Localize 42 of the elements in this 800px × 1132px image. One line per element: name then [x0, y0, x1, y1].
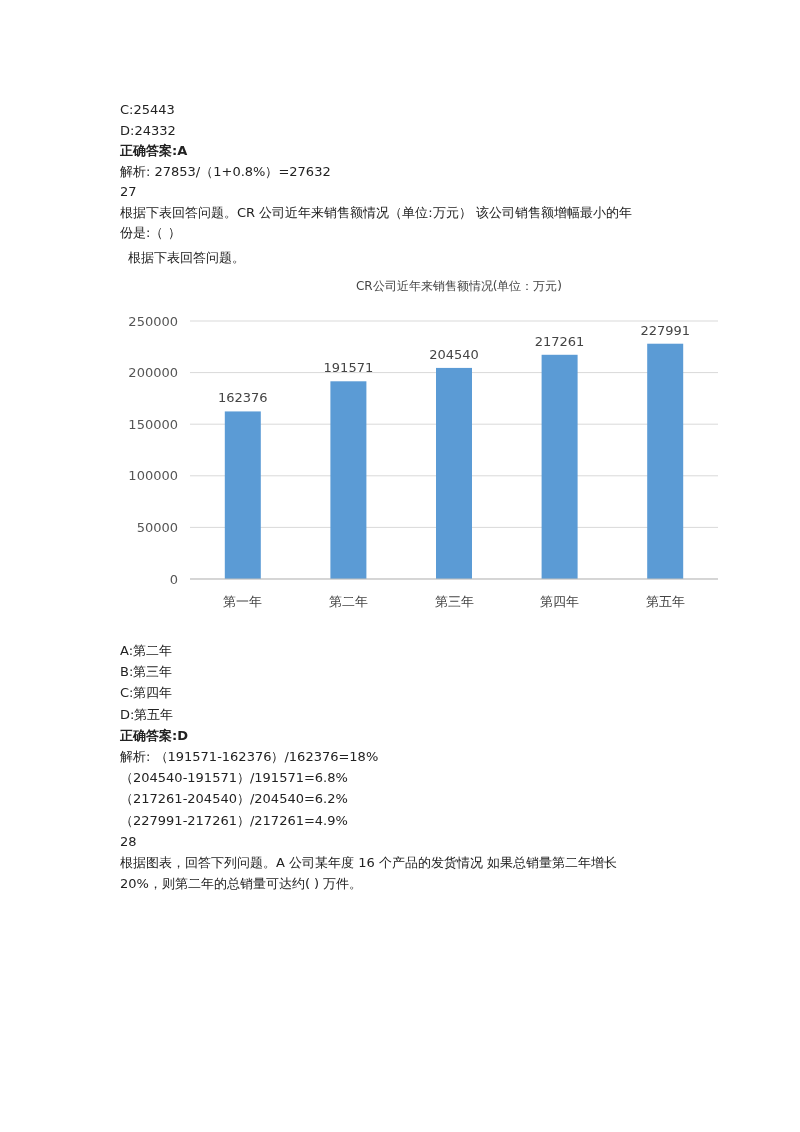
data-label: 162376 [217, 390, 268, 406]
text: 20%，则第二年的总销量可达约( ) 万件。 [120, 876, 363, 892]
text: 根据下表回答问题。CR 公司近年来销售额情况（单位:万元） 该公司销售额增幅最小的年 [120, 204, 632, 220]
bar [224, 411, 261, 579]
text: 正确答案:D [119, 727, 189, 743]
x-tick-label: 第五年 [645, 594, 685, 609]
y-tick-label: 200000 [128, 365, 178, 381]
x-tick-label: 第四年 [540, 594, 580, 609]
text: 27 [120, 184, 137, 199]
bar [330, 381, 367, 579]
x-tick-label: 第三年 [434, 594, 474, 609]
data-label: 217261 [534, 333, 585, 349]
text: 解析: 27853/（1+0.8%）=27632 [120, 163, 331, 179]
y-tick-label: 150000 [128, 416, 178, 432]
text: 份是:（ ） [120, 225, 181, 240]
text: 正确答案:A [119, 143, 188, 158]
text: （217261-204540）/204540=6.2% [120, 791, 348, 807]
text: A:第二年 [120, 643, 173, 658]
text: C:25443 [120, 102, 175, 117]
data-label: 227991 [640, 322, 691, 338]
x-tick-label: 第二年 [328, 594, 368, 609]
chart-title: CR公司近年来销售额情况(单位：万元) [355, 279, 563, 293]
x-tick-label: 第一年 [223, 594, 263, 609]
y-tick-label: 100000 [128, 468, 178, 484]
y-tick-label: 0 [169, 571, 178, 587]
data-label: 191571 [323, 360, 374, 376]
text: C:第四年 [120, 685, 173, 701]
text: 根据下表回答问题。 [128, 250, 245, 265]
text: （227991-217261）/217261=4.9% [120, 812, 348, 828]
bar [647, 343, 684, 579]
bar [541, 354, 578, 579]
bar [436, 367, 472, 579]
y-tick-label: 250000 [128, 313, 178, 329]
y-tick-label: 50000 [136, 519, 178, 535]
text: 解析: （191571-162376）/162376=18% [120, 749, 379, 764]
text: 根据图表，回答下列问题。A 公司某年度 16 个产品的发货情况 如果总销量第二年增长 [120, 855, 617, 870]
data-label: 204540 [429, 346, 479, 362]
text: 28 [120, 833, 137, 849]
text: B:第三年 [120, 664, 173, 680]
text: D:24332 [120, 122, 176, 138]
text: （204540-191571）/191571=6.8% [120, 770, 348, 786]
text: D:第五年 [120, 706, 174, 722]
